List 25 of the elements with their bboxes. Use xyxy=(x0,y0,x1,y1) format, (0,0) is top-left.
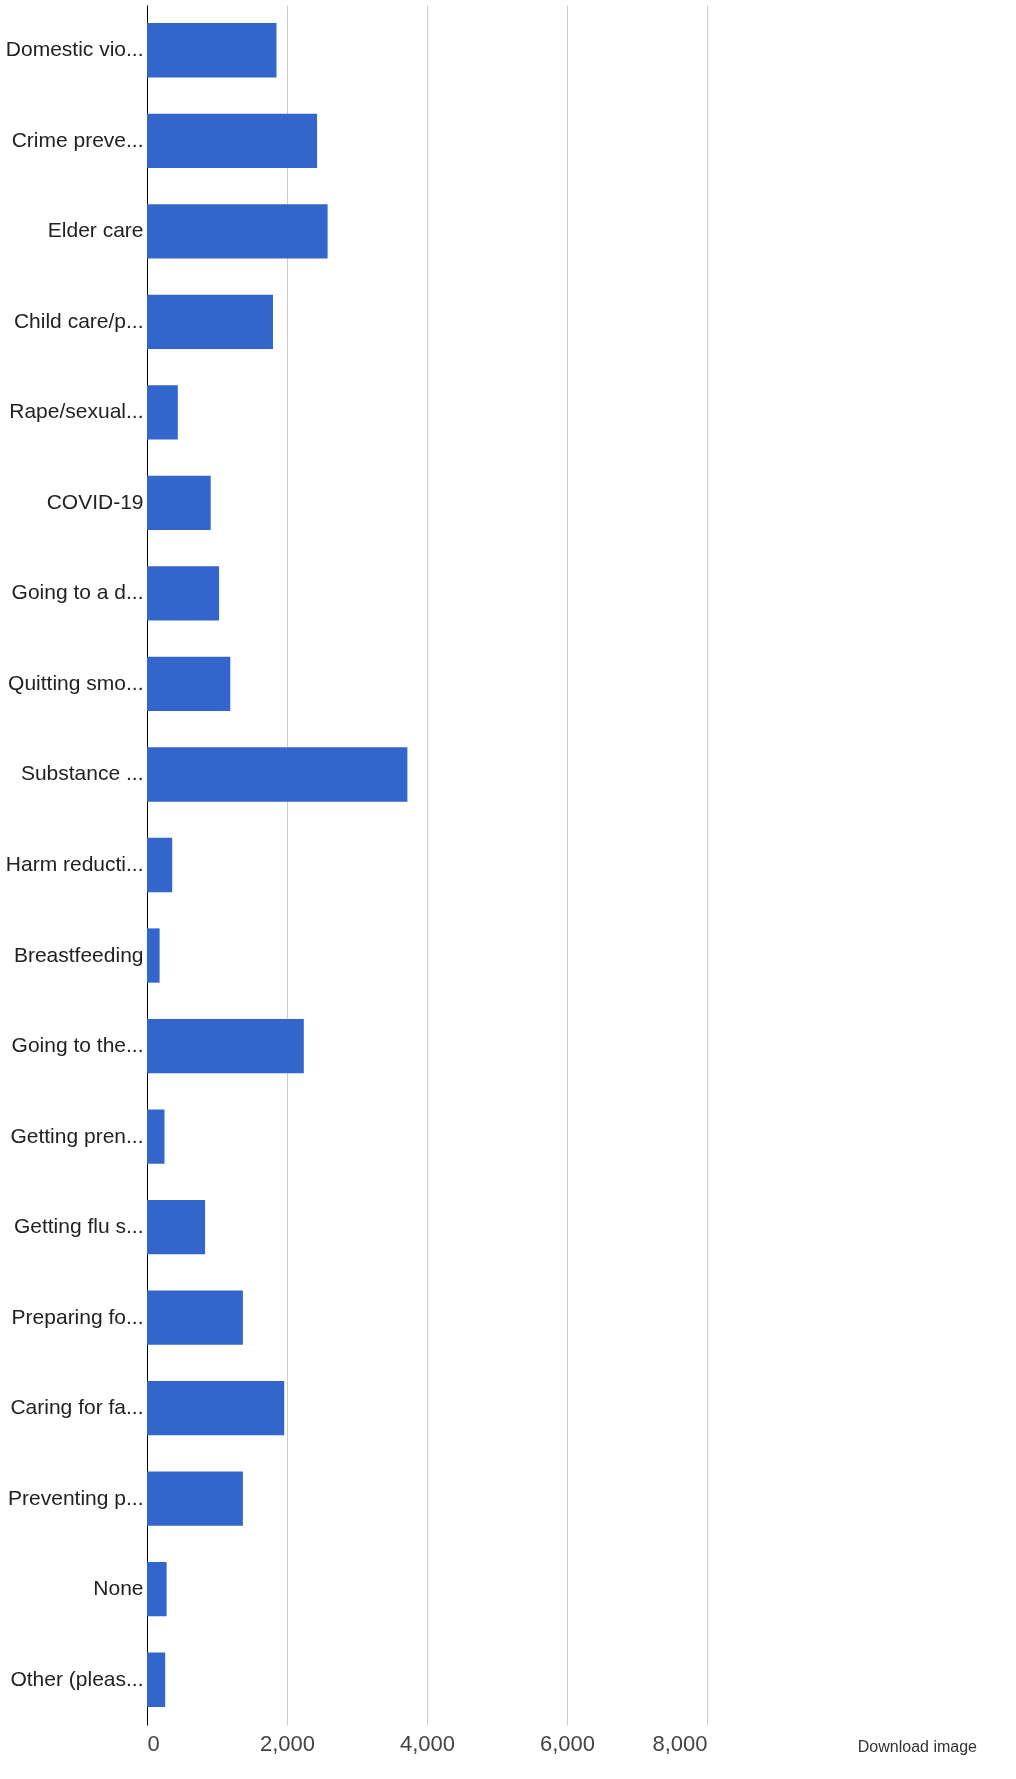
y-tick-label: Elder care xyxy=(47,218,144,242)
y-tick-label: Caring for fa... xyxy=(10,1395,144,1419)
y-tick-label: Breastfeeding xyxy=(13,942,144,966)
y-tick-label: Domestic vio... xyxy=(5,37,144,61)
y-tick-label: Harm reducti... xyxy=(5,852,144,875)
x-tick-label: 0 xyxy=(147,1730,160,1756)
y-tick-label: Other (pleas... xyxy=(10,1666,144,1690)
y-tick-label: Going to a d... xyxy=(11,580,144,604)
y-tick-label: Substance ... xyxy=(20,761,144,785)
y-tick-label: Quitting smo... xyxy=(8,670,144,694)
y-tick-label: Preparing fo... xyxy=(11,1304,144,1328)
y-tick-label: Preventing p... xyxy=(8,1485,144,1509)
x-tick-label: 6,000 xyxy=(539,1730,596,1756)
x-tick-label: 8,000 xyxy=(652,1730,708,1756)
y-tick-label: Child care/p... xyxy=(13,308,144,332)
text: Download image xyxy=(857,1738,978,1755)
y-tick-label: Getting flu s... xyxy=(13,1214,144,1238)
x-tick-label: 4,000 xyxy=(399,1730,456,1756)
y-tick-label: Rape/sexual... xyxy=(9,399,144,423)
y-tick-label: Crime preve... xyxy=(11,127,144,151)
y-tick-label: Going to the... xyxy=(11,1033,144,1057)
y-tick-label: None xyxy=(93,1576,144,1600)
y-tick-label: COVID-19 xyxy=(46,489,144,513)
y-tick-label: Getting pren... xyxy=(10,1123,144,1147)
x-tick-label: 2,000 xyxy=(259,1730,316,1756)
